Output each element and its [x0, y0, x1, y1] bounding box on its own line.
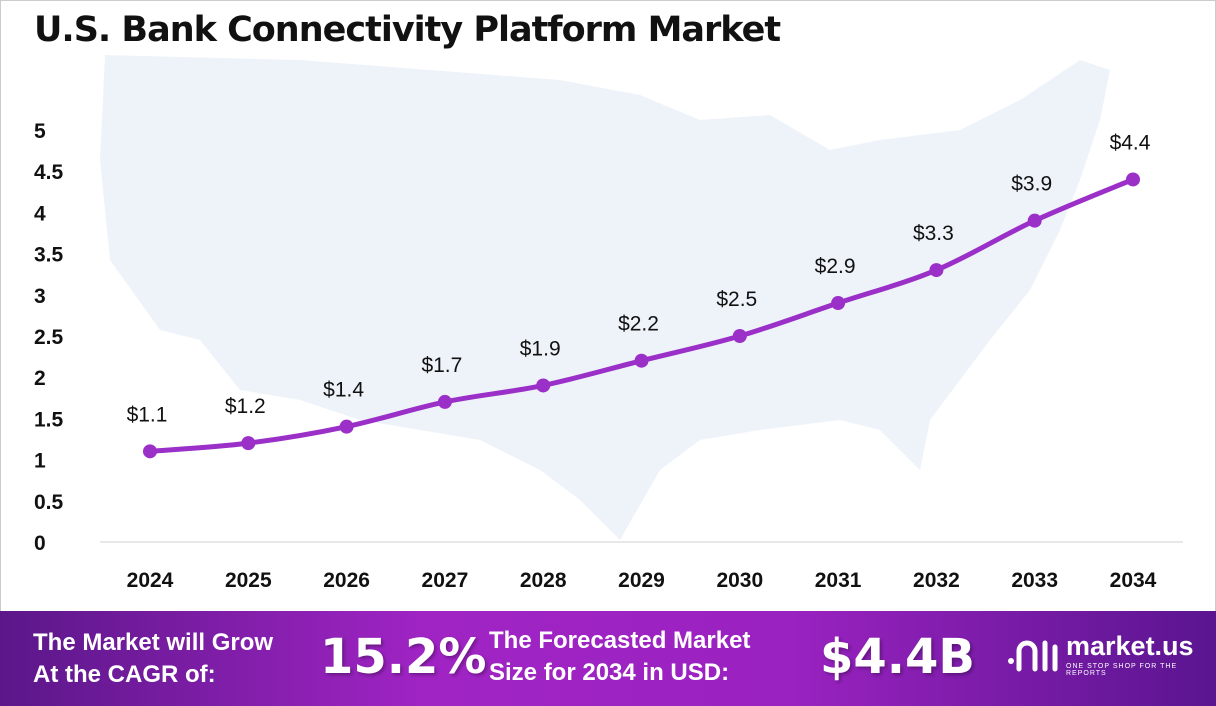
y-tick-label: 5 [34, 120, 46, 143]
data-point [339, 419, 354, 434]
data-label: $1.4 [323, 379, 364, 402]
data-point [634, 353, 649, 368]
data-point [437, 394, 452, 409]
data-point [732, 329, 747, 343]
data-label: $1.1 [127, 403, 168, 426]
x-tick-label: 2033 [1011, 569, 1058, 592]
x-tick-label: 2024 [127, 569, 174, 592]
y-tick-label: 1 [34, 450, 46, 473]
x-tick-label: 2026 [323, 569, 370, 592]
data-label: $4.4 [1110, 131, 1151, 154]
x-tick-label: 2025 [225, 569, 272, 592]
data-point [1126, 172, 1140, 187]
footer-banner: The Market will Grow At the CAGR of: 15.… [0, 611, 1216, 706]
y-tick-label: 2.5 [34, 326, 64, 349]
logo-name: market.us [1066, 631, 1194, 661]
y-tick-label: 2 [34, 367, 46, 390]
y-tick-label: 4 [34, 202, 46, 225]
data-label: $3.9 [1011, 173, 1052, 196]
x-tick-label: 2032 [913, 569, 960, 592]
data-label: $2.9 [815, 255, 856, 278]
x-tick-label: 2030 [716, 569, 763, 592]
x-tick-label: 2028 [520, 569, 567, 592]
x-tick-label: 2034 [1110, 569, 1157, 592]
forecast-text-1: The Forecasted Market [489, 627, 751, 654]
data-point [536, 378, 551, 393]
us-map-background [100, 55, 1110, 540]
y-tick-label: 0 [34, 532, 46, 555]
data-label: $2.2 [618, 313, 659, 336]
y-tick-label: 3.5 [34, 244, 64, 267]
y-tick-label: 3 [34, 285, 46, 308]
data-label: $3.3 [913, 222, 954, 245]
x-tick-label: 2031 [815, 569, 862, 592]
data-point [1027, 213, 1042, 228]
cagr-text-2: At the CAGR of: [33, 661, 216, 688]
line-chart: 0 0.5 1 1.5 2 2.5 3 3.5 4 4.5 5 2024 2025 2026 2027 20… [34, 55, 1183, 592]
data-point [929, 263, 944, 278]
data-label: $1.2 [225, 395, 266, 418]
market-us-logo-icon [1008, 640, 1058, 672]
data-label: $1.7 [421, 354, 462, 377]
forecast-text-2: Size for 2034 in USD: [489, 659, 730, 686]
data-point [241, 436, 256, 451]
logo-tagline: ONE STOP SHOP FOR THE REPORTS [1066, 663, 1178, 677]
data-label: $2.5 [716, 288, 757, 311]
data-point [831, 296, 846, 311]
y-tick-label: 4.5 [34, 161, 64, 184]
forecast-value: $4.4B [820, 629, 976, 685]
data-point [143, 444, 157, 459]
y-tick-label: 1.5 [34, 408, 64, 431]
chart-title: U.S. Bank Connectivity Platform Market [34, 10, 781, 50]
x-tick-label: 2027 [422, 569, 469, 592]
x-tick-label: 2029 [618, 569, 665, 592]
y-tick-label: 0.5 [34, 491, 64, 514]
cagr-value: 15.2% [320, 629, 487, 685]
cagr-text-1: The Market will Grow [33, 629, 274, 656]
data-label: $1.9 [520, 337, 561, 360]
